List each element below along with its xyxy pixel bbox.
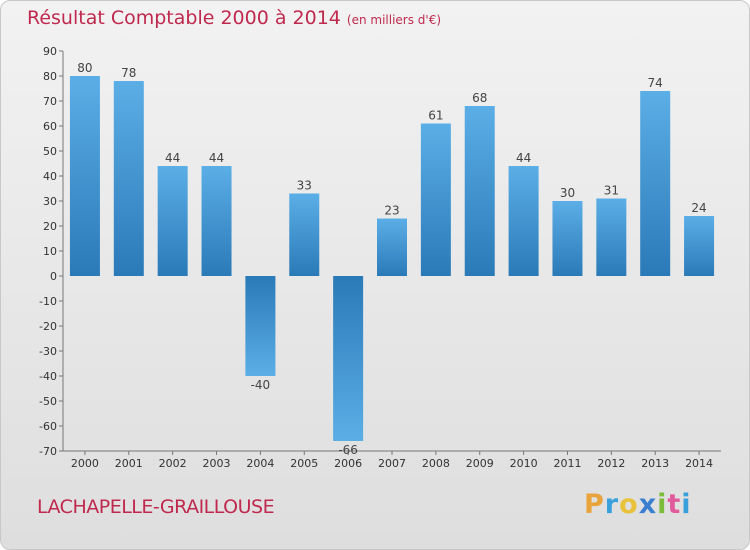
x-tick-label: 2011 [553,457,581,470]
y-tick-label: -40 [39,370,57,383]
x-tick-label: 2013 [641,457,669,470]
y-tick-label: 10 [43,245,57,258]
data-label: 44 [165,151,180,165]
bar [201,166,232,276]
chart-subtitle: (en milliers d'€) [346,13,442,27]
data-label: 30 [560,186,575,200]
x-tick-label: 2010 [510,457,538,470]
y-tick-label: -50 [39,395,57,408]
bar [420,123,451,276]
bar [508,166,539,276]
data-label: 44 [516,151,531,165]
data-label: 80 [77,61,92,75]
bar [157,166,188,276]
data-label: -40 [251,378,271,392]
bar [333,276,364,441]
x-tick-label: 2003 [203,457,231,470]
x-tick-label: 2004 [246,457,274,470]
bar [596,198,627,276]
brand-letter: x [638,489,658,520]
bar [245,276,276,376]
bar [552,201,583,276]
bar [113,81,144,276]
brand-letter: o [619,489,639,520]
chart-title: Résultat Comptable 2000 à 2014 (en millie… [27,7,442,29]
y-tick-label: 30 [43,195,57,208]
y-tick-label: 70 [43,95,57,108]
x-tick-label: 2014 [685,457,713,470]
y-tick-label: -30 [39,345,57,358]
bar [464,106,495,276]
data-label: 44 [209,151,224,165]
x-tick-label: 2006 [334,457,362,470]
y-tick-label: 50 [43,145,57,158]
commune-name: LACHAPELLE-GRAILLOUSE [37,496,275,518]
brand-letter: r [604,489,620,520]
bar [377,218,407,276]
brand-letter: i [681,489,692,520]
data-label: 24 [691,201,706,215]
y-tick-label: -20 [39,320,57,333]
bar [69,76,100,276]
y-tick-label: 20 [43,220,57,233]
x-tick-label: 2005 [290,457,318,470]
y-tick-label: 0 [50,270,57,283]
data-label: 33 [297,179,312,193]
x-tick-label: 2001 [115,457,143,470]
data-label: 23 [384,204,399,218]
data-label: 68 [472,91,487,105]
y-tick-label: -70 [39,445,57,458]
brand-letter: P [584,489,605,520]
bar [289,193,320,276]
y-tick-label: 60 [43,120,57,133]
data-label: 61 [428,109,443,123]
brand-logo: Proxiti [584,489,692,520]
data-label: 74 [648,76,663,90]
y-tick-label: 90 [43,45,57,58]
data-label: 31 [604,184,619,198]
x-tick-label: 2009 [466,457,494,470]
x-tick-label: 2012 [597,457,625,470]
y-tick-label: 80 [43,70,57,83]
y-tick-label: 40 [43,170,57,183]
y-tick-label: -10 [39,295,57,308]
y-tick-label: -60 [39,420,57,433]
data-label: -66 [338,443,358,457]
x-tick-label: 2002 [159,457,187,470]
data-label: 78 [121,66,136,80]
x-tick-label: 2000 [71,457,99,470]
brand-letter: t [667,489,682,520]
bar [640,91,671,276]
bar [684,216,715,276]
x-tick-label: 2008 [422,457,450,470]
x-tick-label: 2007 [378,457,406,470]
brand-letter: i [657,489,668,520]
